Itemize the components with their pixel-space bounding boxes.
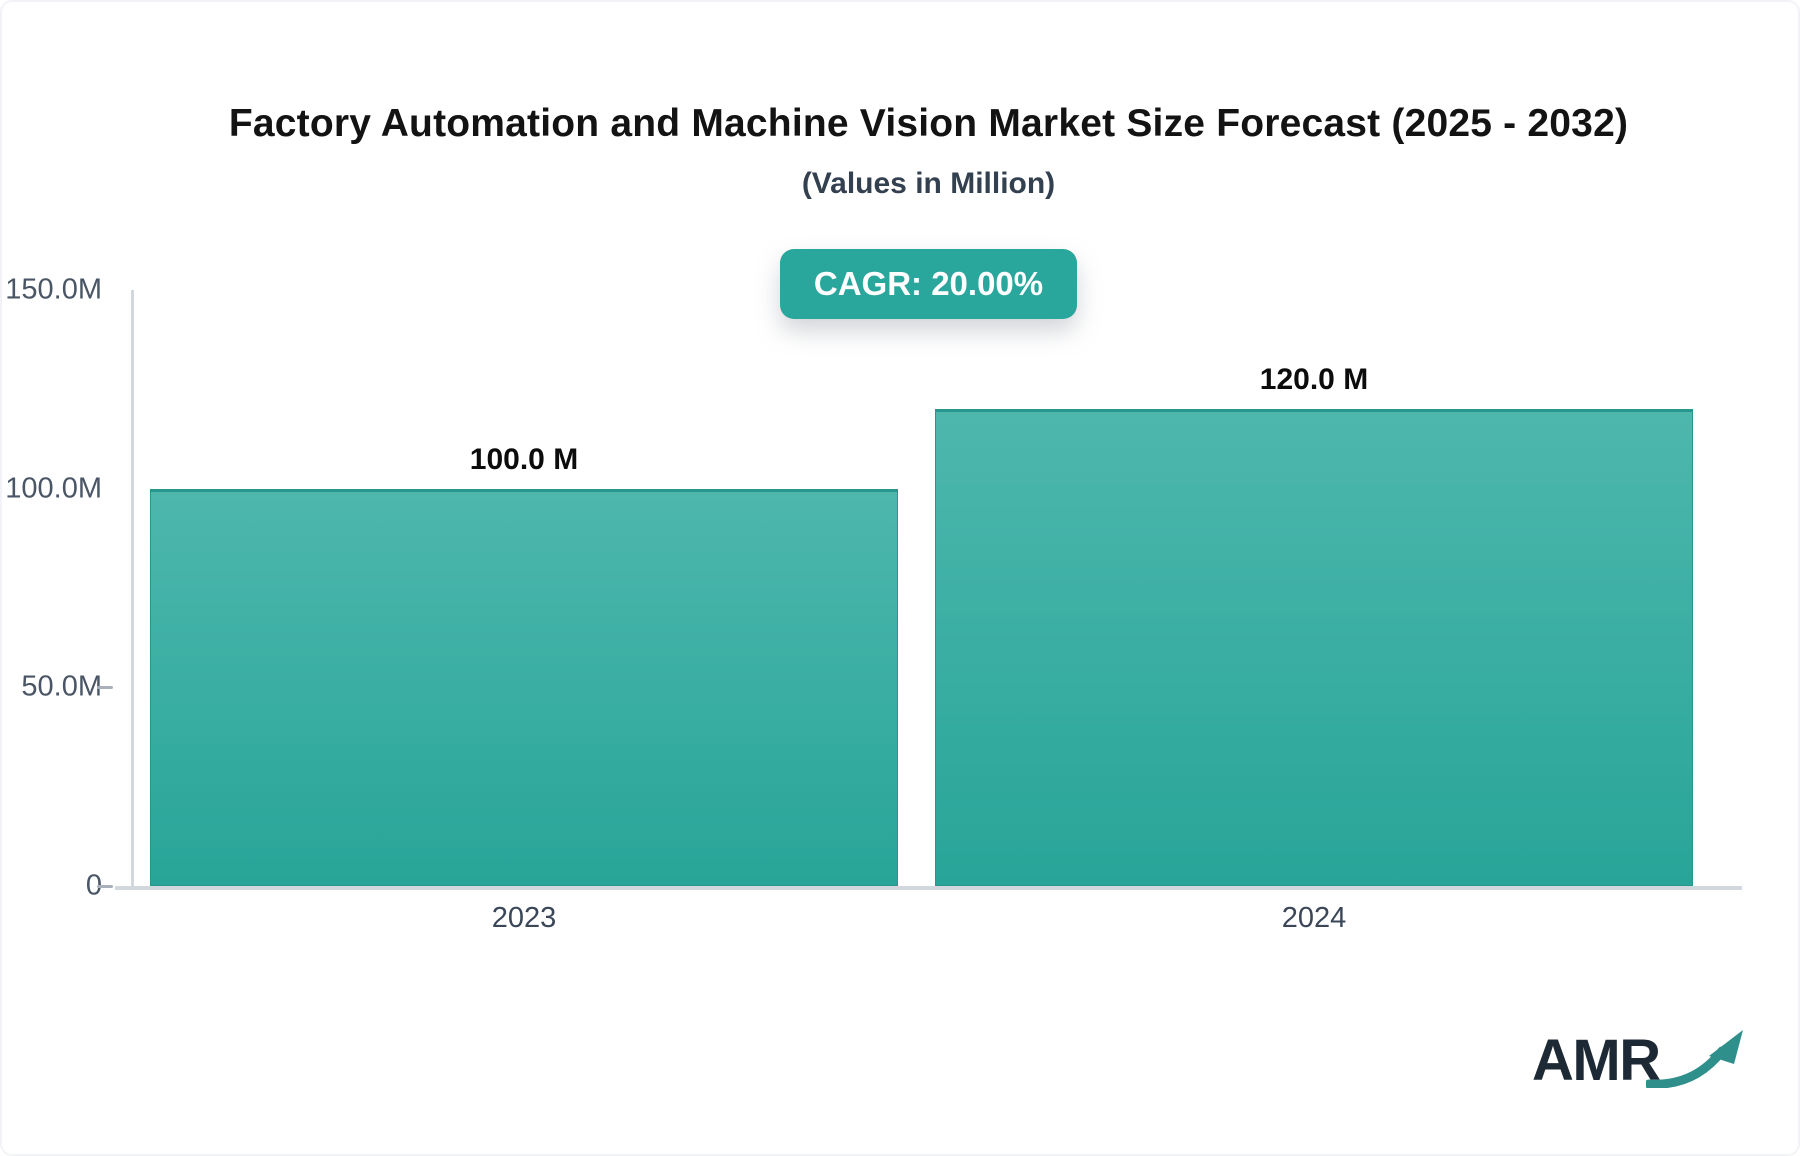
y-axis-tick-label: 100.0M (5, 472, 102, 505)
chart-header: Factory Automation and Machine Vision Ma… (115, 0, 1742, 319)
logo-text: AMR (1532, 1028, 1661, 1093)
x-axis-category-label: 2023 (491, 902, 557, 934)
bar-value-label: 120.0 M (1259, 363, 1369, 397)
page-title: Factory Automation and Machine Vision Ma… (228, 102, 1629, 145)
amr-logo: AMR (1532, 1026, 1746, 1090)
x-axis-category-label: 2024 (1281, 902, 1347, 934)
trending-up-arrow-icon (1645, 1030, 1743, 1088)
bar-2023[interactable] (150, 488, 898, 886)
chart-subtitle: (Values in Million) (801, 166, 1056, 200)
bar-value-label: 100.0 M (469, 442, 579, 476)
y-axis-tick-mark (97, 685, 113, 689)
x-axis-line (115, 886, 1742, 890)
y-axis-tick-label: 50.0M (21, 670, 102, 703)
y-axis-tick-label: 150.0M (5, 273, 102, 306)
y-axis-line (131, 290, 134, 890)
bar-2024[interactable] (935, 409, 1693, 886)
y-axis-tick-label: 0 (85, 869, 102, 902)
y-axis-tick-mark (97, 884, 113, 888)
cagr-badge: CAGR: 20.00% (779, 248, 1078, 319)
